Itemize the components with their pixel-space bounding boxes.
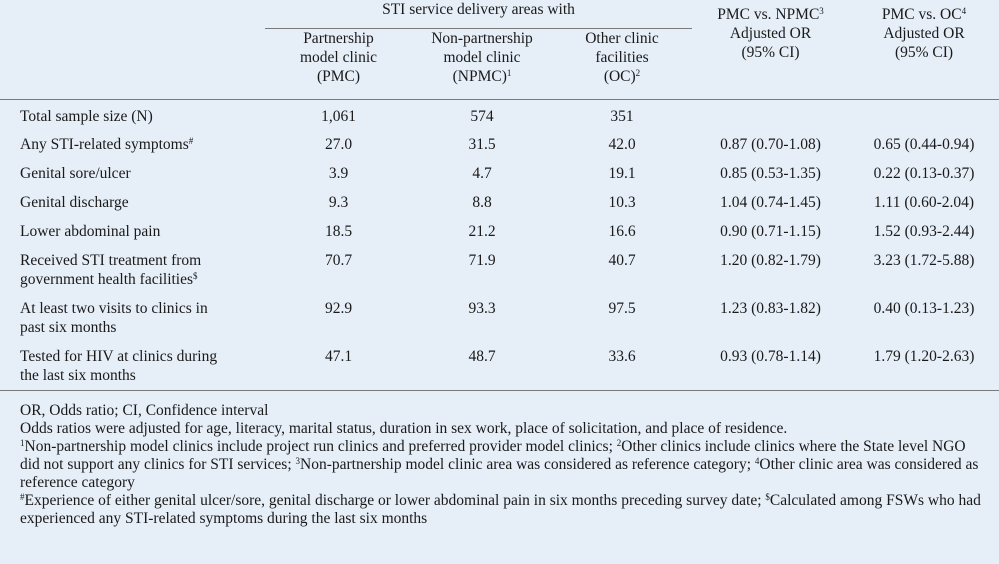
cell-or1: 0.87 (0.70-1.08) [720,136,821,153]
cell-or1: 1.23 (0.83-1.82) [720,300,821,317]
cell-pmc: 70.7 [324,252,353,269]
row-label: Genital discharge [20,194,129,211]
header-npmc: Non-partnership model clinic (NPMC)1 [431,30,533,85]
cell-or2: 1.79 (1.20-2.63) [849,342,999,391]
results-table: STI service delivery areas with PMC vs. … [0,0,999,391]
row-label: Tested for HIV at clinics during [20,348,218,365]
header-pmc-vs-npmc: PMC vs. NPMC3 Adjusted OR (95% CI) [717,6,824,61]
row-label-cont: government health facilities [20,271,194,288]
row-label-cell: Total sample size (N) [0,99,265,130]
note-footnotes-1-4: 1Non-partnership model clinics include p… [20,438,979,491]
cell-or2: 3.23 (1.72-5.88) [873,252,975,269]
table-body: Total sample size (N) 1,061 574 351 Any STI-… [0,99,999,391]
row-label: Any STI-related symptoms [20,136,189,153]
note-abbreviations: OR, Odds ratio; CI, Confidence interval [20,402,269,419]
cell-or1: 0.93 (0.78-1.14) [692,342,849,391]
row-label-cont: the last six months [20,367,136,384]
header-pmc: Partnership model clinic (PMC) [299,30,378,85]
table-row: Genital sore/ulcer 3.9 4.7 19.1 0.85 (0.53-1… [0,159,999,188]
cell-npmc: 21.2 [468,223,496,240]
table-notes: OR, Odds ratio; CI, Confidence interval … [20,402,985,528]
cell-or2: 1.52 (0.93-2.44) [873,223,975,240]
row-label-mark: $ [193,271,198,281]
cell-oc: 19.1 [608,165,636,182]
header-oc: Other clinic facilities (OC)2 [585,30,659,85]
table-row: Tested for HIV at clinics during the last… [0,342,999,391]
cell-npmc: 31.5 [468,136,496,153]
row-label-cell: Lower abdominal pain [0,217,265,246]
table-row: Genital discharge 9.3 8.8 10.3 1.04 (0.74-1.… [0,188,999,217]
row-label-cont: past six months [20,319,117,336]
row-label-cell: Tested for HIV at clinics during the last… [0,342,265,391]
cell-or1 [692,99,849,130]
cell-or1: 1.20 (0.82-1.79) [720,252,821,269]
row-label-mark: # [188,136,194,146]
table-row: Lower abdominal pain 18.5 21.2 16.6 0.90 (0.… [0,217,999,246]
cell-or1: 1.04 (0.74-1.45) [720,194,821,211]
cell-pmc: 92.9 [324,300,353,317]
note-adjustment: Odds ratios were adjusted for age, liter… [20,420,788,437]
cell-pmc: 18.5 [324,223,353,240]
cell-npmc: 48.7 [412,342,552,391]
table-row: Total sample size (N) 1,061 574 351 [0,99,999,130]
row-label-cell: Genital sore/ulcer [0,159,265,188]
table-row: Received STI treatment from government he… [0,246,999,294]
cell-pmc: 3.9 [328,165,349,182]
row-label: At least two visits to clinics in [20,300,208,317]
cell-pmc: 9.3 [328,194,349,211]
cell-or2: 0.22 (0.13-0.37) [873,165,975,182]
row-label: Received STI treatment from [20,252,202,269]
cell-pmc: 1,061 [265,99,412,130]
cell-npmc: 71.9 [468,252,496,269]
cell-or1: 0.85 (0.53-1.35) [720,165,821,182]
cell-npmc: 574 [412,99,552,130]
cell-or2: 1.11 (0.60-2.04) [873,194,975,211]
cell-npmc: 8.8 [472,194,492,211]
cell-oc: 97.5 [608,300,636,317]
cell-oc: 16.6 [608,223,636,240]
cell-or2: 0.40 (0.13-1.23) [873,300,975,317]
row-label-cell: Received STI treatment from government he… [0,246,265,294]
table-row: At least two visits to clinics in past si… [0,294,999,342]
cell-oc: 33.6 [552,342,692,391]
cell-oc: 42.0 [608,136,636,153]
cell-oc: 10.3 [608,194,636,211]
header-pmc-vs-oc: PMC vs. OC4 Adjusted OR (95% CI) [881,6,967,61]
cell-or2: 0.65 (0.44-0.94) [873,136,975,153]
header-row-2: Partnership model clinic (PMC) Non-partn… [0,29,999,100]
cell-oc: 40.7 [608,252,636,269]
table-row: Any STI-related symptoms# 27.0 31.5 42.0 0.8… [0,130,999,159]
cell-npmc: 4.7 [472,165,492,182]
row-label-cell: Genital discharge [0,188,265,217]
cell-oc: 351 [552,99,692,130]
cell-or1: 0.90 (0.71-1.15) [720,223,821,240]
header-row-1: STI service delivery areas with PMC vs. … [0,0,999,61]
cell-npmc: 93.3 [468,300,496,317]
row-label: Total sample size (N) [20,108,153,125]
group-header: STI service delivery areas with [265,0,692,29]
note-footnotes-symbols: #Experience of either genital ulcer/sore… [20,492,981,527]
cell-pmc: 47.1 [265,342,412,391]
row-label-cell: At least two visits to clinics in past si… [0,294,265,342]
row-label: Genital sore/ulcer [20,165,131,182]
cell-pmc: 27.0 [324,136,353,153]
row-label: Lower abdominal pain [20,223,161,240]
row-label-cell: Any STI-related symptoms# [0,130,265,159]
cell-or2 [849,99,999,130]
